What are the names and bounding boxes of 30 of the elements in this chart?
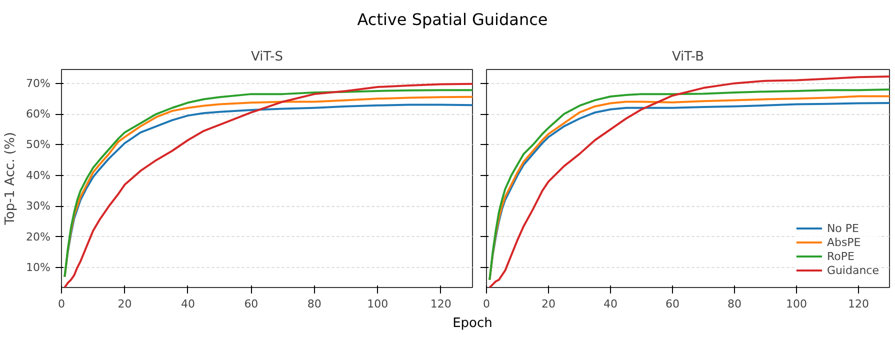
x-tick-label: 80 xyxy=(728,298,742,310)
legend-label: Guidance xyxy=(826,263,879,277)
x-tick-label: 40 xyxy=(604,298,618,310)
y-tick-label: 40% xyxy=(26,168,51,182)
y-tick-label: 20% xyxy=(26,230,51,244)
x-tick-label: 40 xyxy=(180,298,195,310)
x-tick-label: 100 xyxy=(786,298,807,310)
y-tick-label: 30% xyxy=(26,200,51,213)
chart-title: ViT-S xyxy=(251,50,283,64)
x-tick-label: 0 xyxy=(58,298,65,310)
x-tick-label: 20 xyxy=(542,298,556,310)
y-axis-title: Top-1 Acc. (%) xyxy=(3,132,18,226)
x-axis-title: Epoch xyxy=(452,315,492,333)
legend-label: No PE xyxy=(826,221,859,235)
x-tick-label: 60 xyxy=(244,298,258,310)
y-tick-label: 60% xyxy=(26,108,51,121)
x-tick-label: 120 xyxy=(430,298,452,310)
y-tick-label: 10% xyxy=(26,261,51,274)
text: Active Spatial Guidance xyxy=(357,9,548,31)
legend-label: AbsPE xyxy=(826,235,861,249)
y-tick-label: 50% xyxy=(26,138,51,152)
y-tick-label: 70% xyxy=(26,76,51,90)
x-tick-label: 60 xyxy=(666,298,680,310)
x-tick-label: 100 xyxy=(367,298,388,310)
x-tick-label: 120 xyxy=(848,298,869,310)
x-tick-label: 0 xyxy=(483,298,490,310)
legend-label: RoPE xyxy=(826,249,854,263)
x-tick-label: 20 xyxy=(118,298,132,310)
x-tick-label: 80 xyxy=(307,298,322,310)
chart-title: ViT-B xyxy=(672,50,704,64)
